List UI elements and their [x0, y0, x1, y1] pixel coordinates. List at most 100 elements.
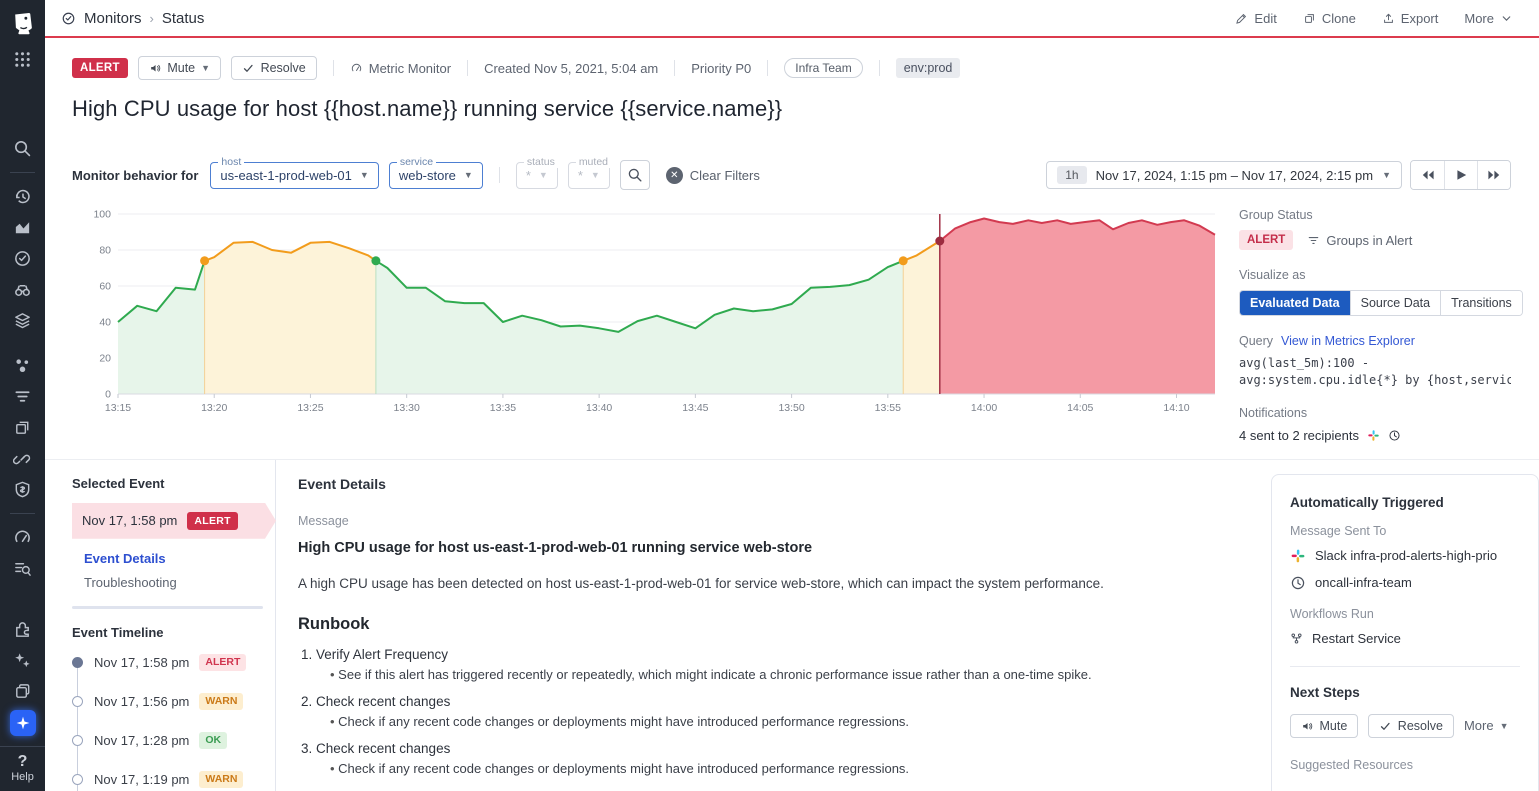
env-tag[interactable]: env:prod — [895, 58, 961, 78]
recipient-item[interactable]: Slack infra-prod-alerts-high-prio — [1290, 548, 1520, 564]
timeline-item[interactable]: Nov 17, 1:28 pm OK — [72, 731, 275, 749]
rail-security-shield-icon[interactable] — [0, 474, 45, 505]
filter-row: Monitor behavior for host us-east-1-prod… — [72, 155, 1511, 190]
rail-watchdog-binoculars-icon[interactable] — [0, 274, 45, 305]
host-filter-value: us-east-1-prod-web-01 — [220, 167, 352, 183]
card-resolve-button[interactable]: Resolve — [1368, 713, 1454, 738]
host-filter-dropdown[interactable]: host us-east-1-prod-web-01 ▼ — [210, 155, 379, 189]
export-button[interactable]: Export — [1382, 11, 1438, 26]
groups-in-alert-link[interactable]: Groups in Alert — [1307, 233, 1412, 248]
workflow-item[interactable]: Restart Service — [1290, 631, 1520, 646]
time-forward-button[interactable] — [1477, 161, 1510, 189]
alert-meta-bar: ALERT Mute ▼ Resolve Metric Monitor Crea… — [72, 56, 1511, 80]
rail-apps-grid-icon[interactable] — [0, 44, 45, 75]
team-pill[interactable]: Infra Team — [784, 58, 863, 78]
svg-text:13:30: 13:30 — [394, 402, 420, 414]
topbar-actions: Edit Clone Export More — [1235, 11, 1513, 26]
workflows-run-label: Workflows Run — [1290, 606, 1374, 621]
divider — [767, 60, 769, 76]
timeline-dot-icon — [72, 695, 83, 707]
host-filter-label: host — [218, 155, 245, 168]
gauge-icon — [13, 528, 32, 547]
rail-history-icon[interactable] — [0, 181, 45, 212]
rail-gauge-icon[interactable] — [0, 522, 45, 553]
more-button[interactable]: More — [1464, 11, 1513, 26]
recipient-item[interactable]: oncall-infra-team — [1290, 575, 1520, 591]
tab-transitions[interactable]: Transitions — [1440, 291, 1522, 315]
svg-text:13:35: 13:35 — [490, 402, 516, 414]
filter-search-button[interactable] — [619, 160, 650, 190]
time-back-button[interactable] — [1411, 161, 1444, 189]
time-play-button[interactable] — [1444, 161, 1477, 189]
service-filter-label: service — [396, 155, 437, 168]
runbook-substep: Check if any recent code changes or depl… — [330, 761, 1245, 776]
integrations-puzzle-icon — [13, 620, 32, 639]
timeline-connector — [77, 659, 78, 791]
metrics-explorer-link[interactable]: View in Metrics Explorer — [1281, 334, 1415, 348]
rail-bits-ai-icon[interactable] — [0, 707, 45, 738]
status-filter-dropdown[interactable]: status * ▼ — [515, 155, 558, 189]
search-icon — [627, 167, 643, 183]
selected-event-status-badge: ALERT — [187, 512, 238, 530]
chevron-down-icon: ▼ — [359, 170, 369, 180]
message-title: High CPU usage for host us-east-1-prod-w… — [298, 539, 813, 556]
rail-layers-icon[interactable] — [0, 305, 45, 336]
chevron-down-icon — [1500, 12, 1513, 25]
speaker-icon — [149, 62, 162, 75]
muted-filter-label: muted — [575, 155, 611, 168]
monitor-status-chart[interactable]: 0 20 40 60 80 100 13:15 13:20 13:25 13:30 13:35 13:… — [72, 204, 1221, 443]
event-link-troubleshooting[interactable]: Troubleshooting — [84, 574, 177, 590]
svg-text:13:45: 13:45 — [682, 402, 708, 414]
rail-windows-icon[interactable] — [0, 412, 45, 443]
security-shield-icon — [13, 480, 32, 499]
service-filter-dropdown[interactable]: service web-store ▼ — [388, 155, 483, 189]
timeline-time: Nov 17, 1:28 pm — [94, 732, 190, 748]
time-range-picker[interactable]: 1h Nov 17, 2024, 1:15 pm – Nov 17, 2024,… — [1046, 161, 1402, 189]
card-more-button[interactable]: More ▼ — [1463, 718, 1509, 734]
breadcrumb-section[interactable]: Monitors — [84, 9, 142, 27]
rail-pipelines-icon[interactable] — [0, 381, 45, 412]
notifications-summary: 4 sent to 2 recipients — [1239, 428, 1511, 443]
sparkles-icon — [13, 651, 32, 670]
tab-evaluated-data[interactable]: Evaluated Data — [1240, 291, 1350, 315]
funnel-icon — [1307, 234, 1320, 247]
clear-filters-button[interactable]: ✕ Clear Filters — [665, 166, 760, 184]
rail-integrations-puzzle-icon[interactable] — [0, 614, 45, 645]
rail-metrics-chart-icon[interactable] — [0, 212, 45, 243]
timeline-time: Nov 17, 1:58 pm — [94, 654, 190, 670]
rail-paste-icon[interactable] — [0, 676, 45, 707]
selected-event-item[interactable]: Nov 17, 1:58 pm ALERT — [72, 503, 276, 539]
rail-log-search-icon[interactable] — [0, 553, 45, 584]
resolve-button[interactable]: Resolve — [231, 56, 317, 80]
timeline-item[interactable]: Nov 17, 1:58 pm ALERT — [72, 653, 275, 671]
muted-filter-dropdown[interactable]: muted * ▼ — [567, 155, 611, 189]
svg-text:13:15: 13:15 — [105, 402, 131, 414]
timeline-item[interactable]: Nov 17, 1:19 pm WARN — [72, 770, 275, 788]
forward-icon — [1486, 167, 1502, 183]
rail-search-icon[interactable] — [0, 133, 45, 164]
runbook-substep: See if this alert has triggered recently… — [330, 667, 1245, 682]
rail-monitors-target-icon[interactable] — [0, 243, 45, 274]
event-link-event-details[interactable]: Event Details — [84, 550, 166, 566]
help-button[interactable]: ? Help — [0, 746, 45, 783]
tab-source-data[interactable]: Source Data — [1349, 291, 1441, 315]
export-icon — [1382, 12, 1395, 25]
edit-button[interactable]: Edit — [1235, 11, 1277, 26]
runbook-list: Verify Alert FrequencySee if this alert … — [316, 647, 1245, 776]
rail-apm-link-icon[interactable] — [0, 443, 45, 474]
timeline-item[interactable]: Nov 17, 1:56 pm WARN — [72, 692, 275, 710]
svg-text:13:50: 13:50 — [778, 402, 804, 414]
rail-service-map-icon[interactable] — [0, 350, 45, 381]
visualize-as-label: Visualize as — [1239, 268, 1306, 282]
clone-button[interactable]: Clone — [1303, 11, 1356, 26]
card-mute-button[interactable]: Mute — [1290, 713, 1359, 738]
mute-button[interactable]: Mute ▼ — [137, 56, 222, 80]
slack-icon — [1290, 548, 1306, 564]
play-icon — [1453, 167, 1469, 183]
auto-triggered-title: Automatically Triggered — [1290, 494, 1444, 510]
rail-sparkles-icon[interactable] — [0, 645, 45, 676]
top-bar: Monitors › Status Edit Clone Export More — [45, 0, 1539, 38]
datadog-logo[interactable] — [0, 6, 45, 40]
status-badge: ALERT — [72, 58, 128, 78]
